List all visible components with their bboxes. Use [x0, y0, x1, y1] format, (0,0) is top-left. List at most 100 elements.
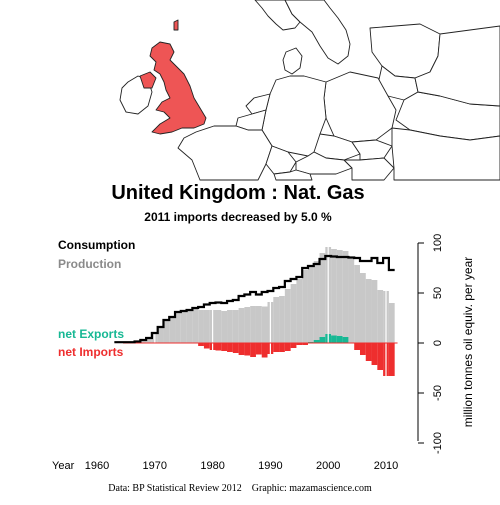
northern-ireland-outline	[139, 71, 157, 89]
production-bar-2002	[336, 250, 343, 343]
net-imports-bar-1995	[296, 343, 303, 345]
hungary-outline	[343, 157, 395, 181]
chart-title: United Kingdom : Nat. Gas	[111, 182, 364, 204]
italy-outline	[273, 169, 313, 181]
net-imports-bar-1992	[279, 343, 285, 352]
production-bar-1981	[215, 310, 222, 343]
production-bar-1995	[296, 279, 303, 343]
y-tick-100: 100	[432, 234, 444, 252]
net-imports-bar-1985	[238, 343, 245, 355]
net-exports-bar-2003	[342, 337, 349, 343]
production-bar-1983	[227, 310, 233, 343]
production-bar-1975	[180, 311, 187, 343]
production-bar-1994	[290, 284, 297, 343]
sweden-outline	[284, 0, 351, 65]
shetland-outline	[173, 19, 179, 31]
x-tick-1990: 1990	[258, 460, 282, 472]
production-bar-1992	[279, 296, 285, 343]
x-tick-2000: 2000	[316, 460, 340, 472]
production-bar-1977	[192, 308, 199, 343]
net-imports-bar-2007	[365, 343, 372, 361]
net-imports-bar-1988	[255, 343, 262, 355]
net-imports-bar-1983	[227, 343, 233, 352]
net-imports-bar-1979	[203, 343, 210, 349]
slovakia-outline	[351, 139, 393, 161]
net-exports-bar-1998	[313, 340, 320, 343]
russia-outline	[414, 25, 500, 107]
production-bar-2008	[371, 280, 378, 343]
production-bar-2004	[348, 257, 355, 343]
chart-subtitle: 2011 imports decreased by 5.0 %	[144, 210, 332, 224]
production-bar-1993	[284, 289, 291, 343]
y-axis: 100 50 0 -50 -100	[417, 234, 444, 454]
y-axis-title: million tonnes oil equiv. per year	[461, 257, 475, 428]
denmark-outline	[282, 47, 303, 75]
production-bar-1996	[302, 270, 308, 343]
net-imports-bar-1996	[302, 343, 308, 345]
net-imports-bar-1993	[284, 343, 291, 351]
production-bar-2011	[388, 303, 395, 343]
x-axis: Year 1960 1970 1980 1990 2000 2010	[52, 460, 398, 472]
net-imports-bar-1982	[221, 343, 228, 351]
net-imports-bar-2005	[354, 343, 360, 350]
production-bar-2007	[365, 279, 372, 343]
y-tick--50: -50	[432, 385, 444, 401]
production-bar-2006	[359, 273, 366, 343]
legend-net-exports: net Exports	[58, 327, 124, 341]
production-bar-1988	[255, 306, 262, 343]
net-exports-bar-2002	[336, 336, 343, 343]
baltic-outline	[369, 23, 441, 79]
production-bar-1991	[273, 297, 280, 343]
y-tick-0: 0	[432, 340, 444, 346]
production-bar-1979	[203, 310, 210, 343]
net-imports-bar-1987	[250, 343, 256, 357]
data-credit: Data: BP Statistical Review 2012 Graphic…	[108, 483, 372, 494]
production-bar-1987	[250, 306, 256, 343]
production-bar-1985	[238, 308, 245, 343]
france-outline	[177, 125, 273, 181]
net-imports-bar-2011	[388, 343, 395, 376]
net-imports-bar-1991	[273, 343, 280, 352]
consumption-line	[114, 254, 395, 344]
europe-map	[119, 0, 500, 181]
production-bar-1997	[307, 265, 314, 343]
production-bar-1968	[140, 340, 147, 343]
production-bar-1998	[313, 261, 320, 343]
production-bar-1999	[319, 253, 326, 343]
net-imports-bar-1978	[198, 343, 204, 346]
net-imports-bar-2008	[371, 343, 378, 365]
production-bar-2009	[377, 290, 384, 343]
production-bar-1974	[175, 312, 181, 343]
net-exports-bar-1999	[319, 337, 326, 343]
legend-net-imports: net Imports	[58, 345, 124, 359]
production-bar-2001	[331, 249, 337, 343]
net-imports-bar-1989	[261, 343, 268, 358]
x-tick-2010: 2010	[374, 460, 398, 472]
production-bar-2005	[354, 265, 360, 343]
production-bar-1969	[146, 338, 152, 343]
net-exports-bar-2001	[331, 335, 337, 343]
x-tick-1980: 1980	[200, 460, 224, 472]
y-tick-50: 50	[432, 287, 444, 299]
legend-production: Production	[58, 257, 121, 271]
net-imports-bar-1981	[215, 343, 222, 351]
production-bar-1971	[157, 327, 164, 343]
net-imports-bar-2006	[359, 343, 366, 355]
net-imports-bar-2009	[377, 343, 384, 370]
x-axis-label: Year	[52, 460, 75, 472]
production-bar-2003	[342, 251, 349, 343]
x-tick-1960: 1960	[85, 460, 109, 472]
y-tick--100: -100	[432, 432, 444, 454]
production-bar-1986	[244, 307, 251, 343]
legend-consumption: Consumption	[58, 238, 135, 252]
plot-area	[96, 241, 398, 443]
production-bar-1973	[169, 317, 176, 343]
production-bar-1989	[261, 306, 268, 343]
production-bar-1984	[232, 310, 239, 343]
ukraine-outline	[391, 127, 500, 181]
production-bar-1976	[186, 310, 193, 343]
net-imports-bar-1984	[232, 343, 239, 353]
x-tick-1970: 1970	[143, 460, 167, 472]
